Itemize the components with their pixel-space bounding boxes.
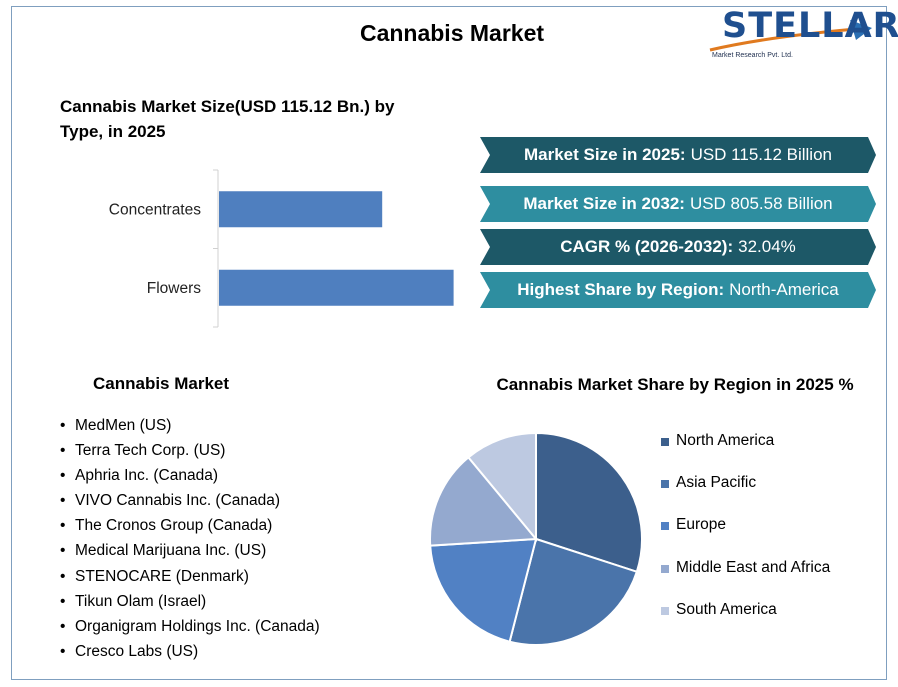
banner-value: North-America [729, 280, 839, 299]
region-pie-chart [429, 431, 643, 646]
legend-label: Middle East and Africa [676, 558, 831, 576]
bullet-icon: • [60, 442, 66, 460]
legend-label: Asia Pacific [676, 474, 757, 492]
company-item: • STENOCARE (Denmark) [60, 564, 320, 589]
pie-slice-asia-pacific [508, 537, 639, 646]
company-name: Medical Marijuana Inc. (US) [75, 542, 267, 560]
company-item: • Tikun Olam (Israel) [60, 589, 320, 614]
bullet-icon: • [60, 417, 66, 434]
stellar-logo [709, 20, 872, 52]
company-name: VIVO Cannabis Inc. (Canada) [75, 492, 281, 510]
company-item: • Cresco Labs (US) [60, 639, 320, 664]
bar-concentrates [219, 191, 383, 228]
legend-item: South America [661, 601, 830, 643]
bar-flowers [219, 269, 454, 306]
company-item: • VIVO Cannabis Inc. (Canada) [60, 488, 320, 513]
bullet-icon: • [60, 517, 66, 535]
company-item: • MedMen (US) [60, 413, 320, 438]
pie-slice-south-america [467, 431, 537, 542]
company-name: STENOCARE (Denmark) [75, 567, 249, 585]
legend-item: North America [661, 432, 830, 474]
pie-slice-north-america [535, 431, 643, 574]
company-item: • Organigram Holdings Inc. (Canada) [60, 614, 320, 639]
legend-label: Europe [676, 516, 726, 534]
banner-label: Market Size in 2025: [523, 145, 686, 164]
company-item: • Terra Tech Corp. (US) [60, 438, 320, 463]
legend-item: Middle East and Africa [661, 559, 830, 601]
legend-item: Europe [661, 516, 830, 558]
legend-label: North America [676, 432, 775, 449]
logo-tagline: Market Research Pvt. Ltd. [712, 52, 793, 59]
pie-legend: North America Asia Pacific Europe Middle Ea… [661, 432, 830, 643]
company-name: MedMen (US) [75, 417, 172, 434]
bar-chart-title: Cannabis Market Size(USD 115.12 Bn.) by … [60, 97, 395, 141]
company-name: The Cronos Group (Canada) [75, 517, 273, 535]
company-name: Terra Tech Corp. (US) [75, 442, 226, 460]
bullet-icon: • [60, 542, 66, 560]
market-size-2032-banner: Market Size in 2032: USD 805.58 Billion [480, 186, 876, 222]
bullet-icon: • [60, 592, 66, 610]
banner-value: USD 115.12 Billion [690, 145, 832, 164]
company-item: • Aphria Inc. (Canada) [60, 463, 320, 488]
legend-item: Asia Pacific [661, 474, 830, 516]
bullet-icon: • [60, 492, 66, 510]
pie-slice-europe [429, 537, 538, 643]
legend-label: South America [676, 600, 777, 618]
banner-value: 32.04% [738, 237, 796, 256]
category-label: Flowers [147, 280, 202, 297]
infographic-frame [11, 6, 887, 680]
company-item: • The Cronos Group (Canada) [60, 513, 320, 538]
banner-label: CAGR % (2026-2032): [560, 237, 734, 256]
legend-swatch [661, 564, 669, 573]
bullet-icon: • [60, 567, 66, 585]
legend-swatch [661, 522, 669, 531]
bullet-icon: • [60, 467, 66, 485]
market-size-2025-banner: Market Size in 2025: USD 115.12 Billion [480, 137, 876, 173]
logo-text: STELLAR [722, 6, 898, 46]
type-bar-chart: Concentrates Flowers [109, 169, 454, 328]
banner-label: Market Size in 2032: [523, 194, 685, 213]
banner-value: USD 805.58 Billion [689, 194, 833, 213]
highest-share-banner: Highest Share by Region: North-America [480, 272, 876, 308]
cagr-banner: CAGR % (2026-2032): 32.04% [480, 229, 876, 265]
company-name: Organigram Holdings Inc. (Canada) [75, 617, 320, 635]
company-list-title: Cannabis Market [93, 374, 230, 393]
pie-slice-middle-east-and-africa [429, 455, 539, 547]
legend-swatch [661, 480, 669, 489]
company-item: • Medical Marijuana Inc. (US) [60, 538, 320, 563]
company-name: Tikun Olam (Israel) [75, 592, 207, 610]
logo-swoosh [709, 26, 869, 52]
logo-arrow [850, 20, 872, 40]
bullet-icon: • [60, 617, 66, 635]
pie-chart-title: Cannabis Market Share by Region in 2025 … [496, 375, 854, 394]
legend-swatch [661, 438, 669, 446]
page-title: Cannabis Market [359, 20, 545, 46]
banner-label: Highest Share by Region: [517, 280, 725, 299]
company-name: Aphria Inc. (Canada) [75, 467, 219, 485]
legend-swatch [661, 606, 669, 615]
company-list: • MedMen (US) • Terra Tech Corp. (US) • Aph… [60, 413, 320, 664]
category-label: Concentrates [109, 201, 201, 218]
bullet-icon: • [60, 642, 66, 660]
company-name: Cresco Labs (US) [75, 642, 199, 660]
